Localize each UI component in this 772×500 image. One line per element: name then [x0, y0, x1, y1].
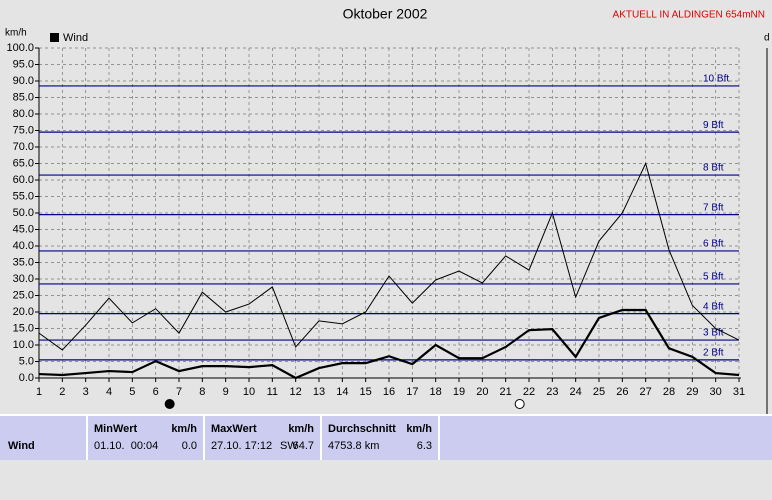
y-tick-label: 85.0: [13, 91, 34, 103]
col-unit: km/h: [171, 423, 197, 435]
reference-label: 4 Bft: [703, 301, 724, 312]
y-tick-label: 55.0: [13, 190, 34, 202]
y-tick-label: 50.0: [13, 207, 34, 219]
series-line: [38, 162, 740, 351]
y-tick-label: 80.0: [13, 108, 34, 120]
x-tick-label: 11: [267, 386, 278, 398]
y2-axis-label: d: [764, 33, 770, 44]
reference-label: 8 Bft: [703, 163, 724, 174]
col-title: MaxWert: [211, 423, 257, 435]
y-tick-label: 75.0: [13, 124, 34, 136]
x-tick-label: 24: [570, 386, 582, 398]
x-tick-label: 30: [710, 386, 722, 398]
chart: Oktober 2002 AKTUELL IN ALDINGEN 654mNN …: [5, 6, 770, 414]
y-tick-label: 35.0: [13, 256, 34, 268]
reference-label: 5 Bft: [703, 272, 724, 283]
x-tick-label: 26: [616, 386, 628, 398]
reference-label: 7 Bft: [703, 202, 724, 213]
reference-label: 10 Bft: [703, 74, 729, 85]
stats-table: Wind MinWert km/h 01.10. 00:04 0.0 MaxWe…: [0, 414, 772, 460]
y-tick-label: 10.0: [13, 339, 34, 351]
avg-cell: Durchschnitt km/h 4753.8 km 6.3: [322, 416, 440, 460]
y-axis-label: km/h: [5, 28, 27, 39]
series-line: [38, 308, 740, 380]
x-tick-label: 14: [336, 386, 348, 398]
row-label: Wind: [8, 440, 35, 452]
x-tick-label: 22: [523, 386, 535, 398]
reference-label: 9 Bft: [703, 120, 724, 131]
x-tick-label: 27: [640, 386, 652, 398]
x-tick-label: 23: [546, 386, 558, 398]
y-tick-label: 40.0: [13, 240, 34, 252]
col-unit: km/h: [406, 423, 432, 435]
x-tick-label: 2: [59, 386, 65, 398]
x-tick-label: 9: [223, 386, 229, 398]
col-time: 27.10. 17:12: [211, 440, 273, 452]
col-title: MinWert: [94, 423, 138, 435]
x-tick-label: 3: [83, 386, 89, 398]
y-tick-label: 25.0: [13, 289, 34, 301]
x-tick-label: 19: [453, 386, 465, 398]
col-value: 64.7: [292, 440, 314, 452]
y-tick-label: 100.0: [6, 42, 34, 54]
x-tick-label: 10: [243, 386, 255, 398]
y-tick-label: 70.0: [13, 141, 34, 153]
reference-label: 2 Bft: [703, 347, 724, 358]
x-tick-label: 31: [733, 386, 745, 398]
col-value: 0.0: [181, 440, 197, 452]
col-unit: km/h: [288, 423, 314, 435]
y-tick-label: 0.0: [19, 372, 34, 384]
chart-title: Oktober 2002: [343, 6, 428, 22]
x-tick-label: 12: [290, 386, 302, 398]
y-tick-label: 45.0: [13, 223, 34, 235]
moon-phase: [514, 399, 525, 409]
col-value: 6.3: [416, 440, 432, 452]
moon-phase: [164, 399, 175, 409]
x-tick-label: 21: [500, 386, 512, 398]
min-cell: MinWert km/h 01.10. 00:04 0.0: [88, 416, 205, 460]
row-cell: Wind: [0, 416, 88, 460]
page: Oktober 2002 AKTUELL IN ALDINGEN 654mNN …: [0, 5, 772, 460]
x-tick-label: 7: [176, 386, 182, 398]
y-tick-label: 15.0: [13, 322, 34, 334]
col-title: Durchschnitt: [328, 423, 396, 435]
chart-subtitle: AKTUELL IN ALDINGEN 654mNN: [613, 10, 765, 21]
y-tick-label: 65.0: [13, 157, 34, 169]
legend-label: Wind: [63, 32, 88, 44]
max-cell: MaxWert km/h 27.10. 17:12 SW 64.7: [205, 416, 322, 460]
x-tick-label: 20: [476, 386, 488, 398]
x-tick-label: 1: [36, 386, 42, 398]
x-tick-label: 5: [129, 386, 135, 398]
x-tick-label: 25: [593, 386, 605, 398]
x-tick-label: 4: [106, 386, 112, 398]
x-tick-label: 29: [686, 386, 698, 398]
col-time: 01.10. 00:04: [94, 440, 159, 452]
x-tick-label: 8: [199, 386, 205, 398]
y-tick-label: 30.0: [13, 273, 34, 285]
x-tick-label: 13: [313, 386, 325, 398]
y-tick-label: 60.0: [13, 174, 34, 186]
x-tick-label: 16: [383, 386, 395, 398]
col-time: 4753.8 km: [328, 440, 380, 452]
x-tick-label: 15: [360, 386, 372, 398]
legend-swatch: [50, 33, 59, 42]
y-tick-label: 95.0: [13, 58, 34, 70]
x-tick-label: 28: [663, 386, 675, 398]
reference-label: 6 Bft: [703, 239, 724, 250]
col-direction: SW: [280, 440, 298, 452]
y-tick-label: 20.0: [13, 306, 34, 318]
reference-label: 3 Bft: [703, 328, 724, 339]
y-tick-label: 5.0: [19, 355, 34, 367]
x-tick-label: 17: [406, 386, 418, 398]
x-tick-label: 6: [153, 386, 159, 398]
y-tick-label: 90.0: [13, 75, 34, 87]
x-tick-label: 18: [430, 386, 442, 398]
